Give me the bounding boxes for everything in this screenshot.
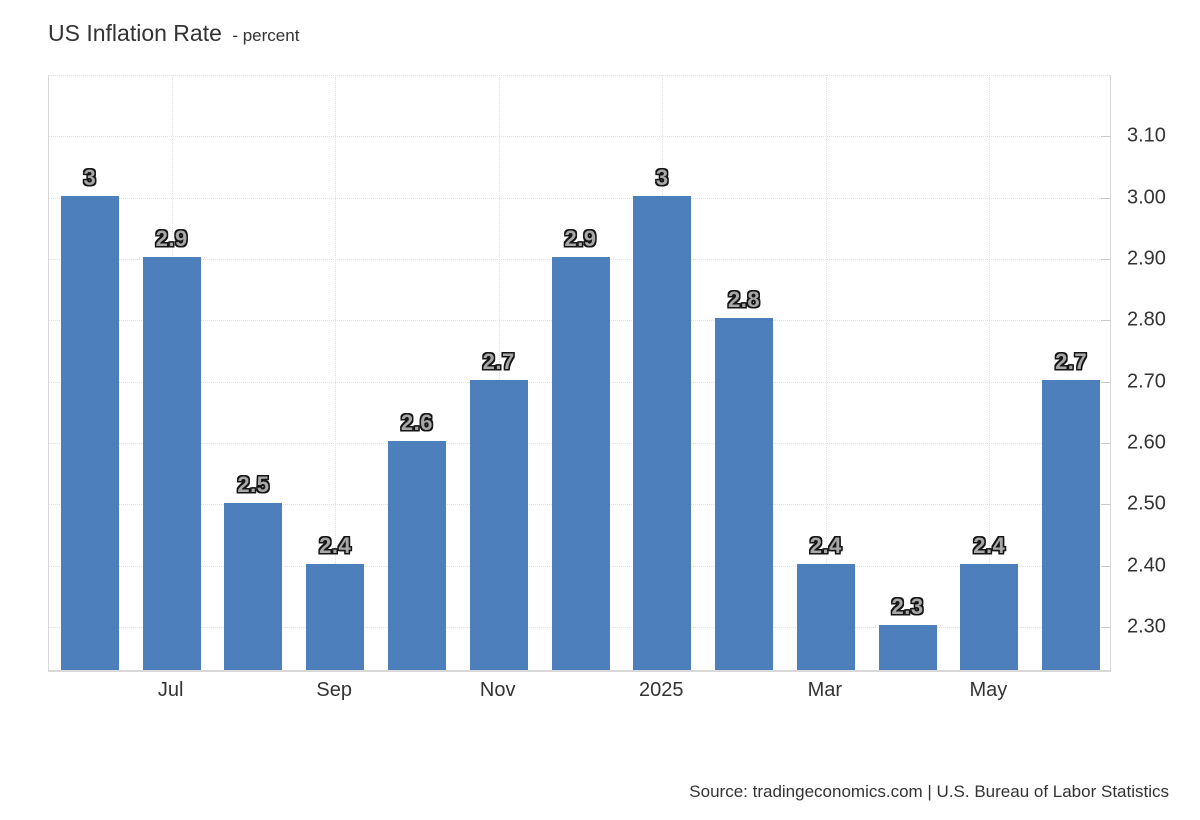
chart-bar[interactable] — [633, 195, 692, 670]
y-tick-mark — [1101, 197, 1110, 199]
x-tick-label: Sep — [316, 679, 352, 701]
y-tick-mark — [1101, 136, 1110, 138]
chart-bar[interactable] — [142, 257, 201, 670]
chart-bar[interactable] — [1042, 379, 1101, 670]
chart-bar[interactable] — [715, 318, 774, 670]
x-tick-label: Jul — [157, 679, 184, 701]
chart-bar[interactable] — [224, 502, 283, 670]
bar-value-label: 2.8 — [727, 287, 761, 313]
y-tick-mark — [1101, 565, 1110, 567]
chart-bar[interactable] — [960, 563, 1019, 670]
bar-value-label: 2.4 — [319, 532, 352, 558]
chart-bar[interactable] — [469, 379, 528, 670]
chart-title: US Inflation Rate - percent — [48, 20, 299, 47]
source-attribution: Source: tradingeconomics.com | U.S. Bure… — [689, 782, 1169, 801]
y-gridline — [49, 75, 1110, 76]
chart-bar[interactable] — [387, 441, 446, 670]
x-tick-label: 2025 — [639, 679, 684, 701]
y-tick-label: 2.70 — [1127, 370, 1166, 393]
bar-value-label: 2.4 — [809, 532, 842, 558]
chart-bar[interactable] — [551, 257, 610, 670]
chart-title-main: US Inflation Rate — [48, 20, 222, 46]
bar-value-label: 2.7 — [482, 348, 515, 374]
x-axis-labels: Jul Sep Nov 2025 Mar May — [48, 679, 1111, 707]
x-gridline — [335, 75, 337, 670]
y-tick-label: 2.60 — [1127, 431, 1166, 454]
y-tick-mark — [1101, 320, 1110, 322]
x-tick-label: May — [969, 679, 1008, 701]
bar-value-label: 2.9 — [155, 226, 188, 252]
y-tick-label: 3.00 — [1127, 186, 1166, 209]
y-tick-label: 2.90 — [1127, 247, 1166, 270]
y-tick-mark — [1101, 259, 1110, 261]
bar-value-label: 2.3 — [891, 594, 924, 620]
chart-plot-area: 3 2.9 2.5 2.4 2.6 2.7 2.9 3 2.8 2.4 2.3 2.4 2.7 — [48, 75, 1111, 672]
x-gridline — [498, 75, 500, 670]
bar-value-label: 2.4 — [973, 532, 1006, 558]
y-tick-mark — [1101, 504, 1110, 506]
bar-value-label: 2.5 — [237, 471, 270, 497]
chart-title-sub: - percent — [232, 26, 300, 45]
x-gridline — [825, 75, 827, 670]
y-axis-labels: 2.30 2.40 2.50 2.60 2.70 2.80 2.90 3.00 3.10 — [1112, 75, 1192, 672]
y-tick-mark — [1101, 443, 1110, 445]
x-gridline — [989, 75, 991, 670]
chart-bar[interactable] — [878, 625, 937, 670]
bar-value-label: 2.9 — [564, 226, 597, 252]
bar-value-label: 2.7 — [1055, 348, 1088, 374]
y-tick-label: 2.50 — [1127, 492, 1166, 515]
y-tick-mark — [1101, 627, 1110, 629]
y-gridline — [49, 197, 1110, 199]
bar-value-label: 3 — [83, 164, 97, 190]
x-tick-label: Nov — [479, 679, 516, 701]
y-tick-label: 2.40 — [1127, 554, 1166, 577]
y-gridline — [49, 136, 1110, 138]
chart-bar[interactable] — [796, 563, 855, 670]
y-tick-label: 3.10 — [1127, 124, 1166, 147]
y-tick-label: 2.80 — [1127, 308, 1166, 331]
chart-bar[interactable] — [306, 563, 365, 670]
bar-value-label: 2.6 — [400, 410, 433, 436]
chart-bar[interactable] — [60, 195, 119, 670]
y-tick-mark — [1101, 381, 1110, 383]
y-tick-label: 2.30 — [1127, 615, 1166, 638]
bar-value-label: 3 — [655, 164, 669, 190]
x-tick-label: Mar — [807, 679, 843, 701]
